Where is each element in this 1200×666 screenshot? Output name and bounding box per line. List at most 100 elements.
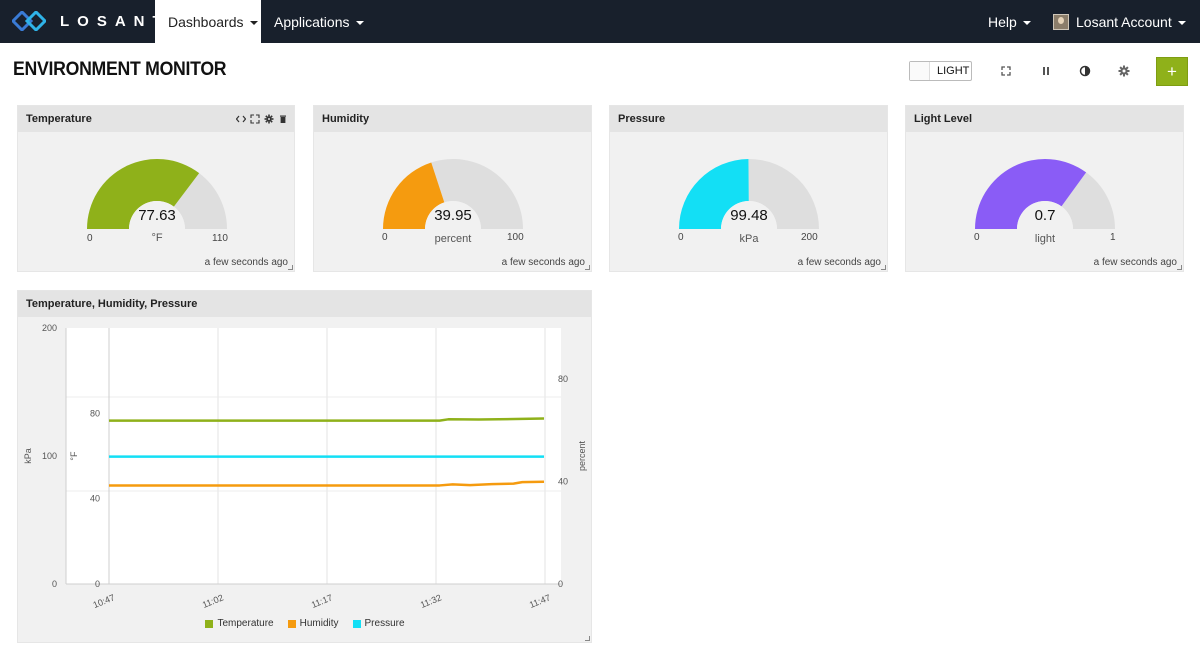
chart-legend: Temperature Humidity Pressure xyxy=(18,618,592,629)
y-tick-label-kpa: 0 xyxy=(52,579,57,589)
gauge-fill xyxy=(679,159,749,229)
x-tick-label: 11:02 xyxy=(201,592,225,609)
gear-icon[interactable] xyxy=(1115,62,1133,80)
toggle-knob xyxy=(910,62,930,80)
y-axis-title-kpa: kPa xyxy=(23,448,33,464)
gauge-hole xyxy=(721,201,777,231)
legend-item[interactable]: Temperature xyxy=(205,618,274,629)
chevron-down-icon xyxy=(355,20,364,25)
nav-dashboards[interactable]: Dashboards xyxy=(155,0,261,43)
brand-wordmark: LOSANT xyxy=(60,12,170,30)
gauge-block-light-level: Light Level 0.7 light 0 1 a few seconds … xyxy=(905,105,1184,272)
gauge-unit: °F xyxy=(151,232,163,244)
block-header: Temperature xyxy=(18,106,294,132)
block-header: Humidity xyxy=(314,106,591,132)
gauge-hole xyxy=(425,201,481,231)
fullscreen-icon[interactable] xyxy=(250,114,260,124)
avatar xyxy=(1053,13,1069,30)
resize-handle[interactable] xyxy=(288,265,293,270)
last-updated: a few seconds ago xyxy=(1093,257,1177,268)
block-title: Temperature, Humidity, Pressure xyxy=(26,298,198,310)
nav-applications[interactable]: Applications xyxy=(274,0,364,43)
gauge-max: 1 xyxy=(1110,232,1116,243)
nav-account-label: Losant Account xyxy=(1076,13,1172,30)
nav-applications-label: Applications xyxy=(274,13,350,30)
page-title: ENVIRONMENT MONITOR xyxy=(13,59,227,80)
losant-logo[interactable]: LOSANT xyxy=(12,10,170,32)
gauge-track xyxy=(1061,172,1115,229)
last-updated: a few seconds ago xyxy=(501,257,585,268)
y-axis-title-fahrenheit: °F xyxy=(69,451,79,461)
gauge-unit: kPa xyxy=(739,233,759,245)
gauge-value: 99.48 xyxy=(730,207,768,224)
block-header-icons xyxy=(236,114,288,124)
y-tick-label-fahrenheit: 0 xyxy=(95,579,100,589)
gauge-min: 0 xyxy=(87,233,93,244)
gauge-min: 0 xyxy=(974,232,980,243)
top-nav: LOSANT Dashboards Applications Help Losa… xyxy=(0,0,1200,43)
gauge-track xyxy=(431,159,523,229)
last-updated: a few seconds ago xyxy=(204,257,288,268)
gauge-max: 110 xyxy=(212,233,228,244)
gauge-block-pressure: Pressure 99.48 kPa 0 200 a few seconds a… xyxy=(609,105,888,272)
code-icon[interactable] xyxy=(236,114,246,124)
resize-handle[interactable] xyxy=(1177,265,1182,270)
legend-swatch xyxy=(205,619,214,628)
y-axis-title-percent: percent xyxy=(577,440,587,471)
series-line-humidity[interactable] xyxy=(109,480,545,487)
block-title: Humidity xyxy=(322,113,370,125)
theme-toggle-label: LIGHT xyxy=(937,65,970,77)
y-tick-label-percent: 40 xyxy=(558,477,568,487)
theme-toggle[interactable]: LIGHT xyxy=(909,61,972,81)
nav-dashboards-label: Dashboards xyxy=(168,13,244,30)
fullscreen-icon[interactable] xyxy=(997,62,1015,80)
gauge-temperature xyxy=(87,159,227,231)
block-header: Light Level xyxy=(906,106,1183,132)
resize-handle[interactable] xyxy=(585,265,590,270)
gauge-unit: percent xyxy=(434,233,472,245)
legend-item[interactable]: Pressure xyxy=(352,618,405,629)
gauge-value: 77.63 xyxy=(138,207,176,224)
gauge-max: 200 xyxy=(801,232,818,243)
logo-mark-icon xyxy=(12,11,46,31)
legend-item[interactable]: Humidity xyxy=(287,618,339,629)
legend-label: Pressure xyxy=(364,618,405,629)
chevron-down-icon xyxy=(1177,20,1186,25)
y-tick-label-percent: 80 xyxy=(558,374,568,384)
series-line-temperature[interactable] xyxy=(109,417,545,422)
block-title: Light Level xyxy=(914,113,973,125)
chevron-down-icon xyxy=(1022,20,1031,25)
last-updated: a few seconds ago xyxy=(797,257,881,268)
gear-icon[interactable] xyxy=(264,114,274,124)
gauge-track xyxy=(748,159,819,229)
add-block-button[interactable]: + xyxy=(1156,57,1188,86)
block-title: Pressure xyxy=(618,113,666,125)
block-header: Pressure xyxy=(610,106,887,132)
gauge-max: 100 xyxy=(507,232,524,243)
y-tick-label-fahrenheit: 80 xyxy=(90,408,100,418)
gauge-track xyxy=(173,173,227,229)
gauge-block-temperature: Temperature 77.63 °F 0 110 a few seconds… xyxy=(17,105,295,272)
gauge-humidity xyxy=(383,159,523,231)
theme-contrast-icon[interactable] xyxy=(1076,62,1094,80)
block-header: Temperature, Humidity, Pressure xyxy=(18,291,591,317)
legend-label: Humidity xyxy=(299,618,339,629)
trash-icon[interactable] xyxy=(278,114,288,124)
gauge-hole xyxy=(1017,201,1073,231)
block-title: Temperature xyxy=(26,113,92,125)
resize-handle[interactable] xyxy=(585,636,590,641)
gauge-pressure xyxy=(679,159,819,231)
resize-handle[interactable] xyxy=(881,265,886,270)
gauge-unit: light xyxy=(1034,233,1056,245)
y-tick-label-kpa: 200 xyxy=(42,323,57,333)
x-tick-label: 10:47 xyxy=(92,592,117,610)
legend-swatch xyxy=(287,619,296,628)
time-series-block: Temperature, Humidity, Pressure 10:47 11:… xyxy=(17,290,592,643)
gauge-min: 0 xyxy=(382,232,388,243)
pause-icon[interactable] xyxy=(1037,62,1055,80)
nav-account[interactable]: Losant Account xyxy=(1053,0,1186,43)
nav-help[interactable]: Help xyxy=(988,0,1031,43)
x-tick-label: 11:32 xyxy=(419,592,443,609)
legend-swatch xyxy=(352,619,361,628)
legend-label: Temperature xyxy=(217,618,274,629)
